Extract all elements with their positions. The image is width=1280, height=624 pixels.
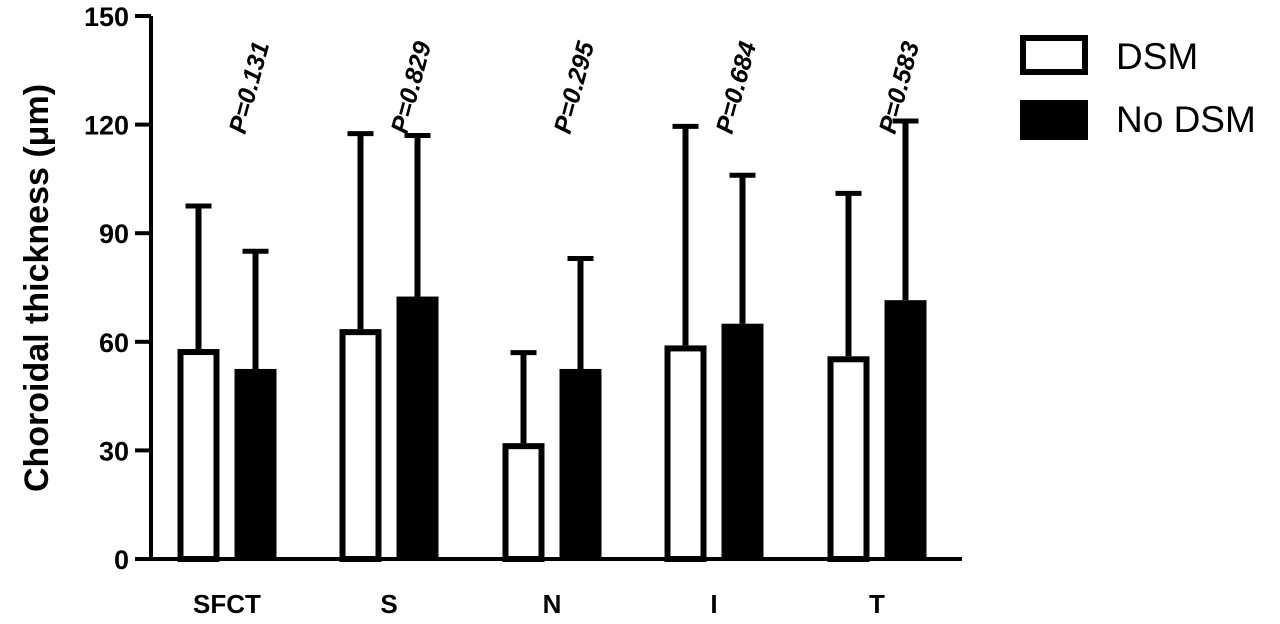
bar-no-dsm xyxy=(884,300,927,559)
y-tick-label: 30 xyxy=(99,436,129,466)
bar-dsm xyxy=(664,345,707,563)
y-axis-label: Choroidal thickness (μm) xyxy=(18,84,56,492)
legend-label-no-dsm: No DSM xyxy=(1116,99,1256,140)
bars-layer xyxy=(177,118,927,563)
y-tick-label: 60 xyxy=(99,328,129,358)
bar-no-dsm xyxy=(396,296,439,559)
x-tick-label: I xyxy=(710,589,717,619)
bar-dsm xyxy=(502,443,545,562)
axes-layer: 0 30 60 90 120 150 SFCT S N I T xyxy=(84,2,962,619)
x-tick-label: S xyxy=(380,589,397,619)
legend-swatch-dsm xyxy=(1020,35,1088,75)
legend: DSM No DSM xyxy=(1020,35,1256,140)
y-tick-label: 0 xyxy=(114,545,129,575)
legend-swatch-no-dsm xyxy=(1020,100,1088,140)
y-tick-label: 120 xyxy=(84,111,129,141)
bar-no-dsm xyxy=(559,368,602,559)
p-value-annotation: P=0.295 xyxy=(549,38,601,137)
x-tick-label: T xyxy=(869,589,885,619)
p-value-annotation: P=0.131 xyxy=(224,39,275,137)
annotation-layer: P=0.131 P=0.829 P=0.295 P=0.684 P=0.583 xyxy=(224,38,925,137)
bar-no-dsm xyxy=(234,368,277,559)
p-value-annotation: P=0.829 xyxy=(386,39,437,137)
x-tick-label: N xyxy=(543,589,562,619)
bar-dsm xyxy=(177,349,220,563)
p-value-annotation: P=0.684 xyxy=(711,39,762,137)
legend-label-dsm: DSM xyxy=(1116,36,1198,77)
bar-dsm xyxy=(339,329,382,562)
y-tick-label: 150 xyxy=(84,2,129,32)
bar-no-dsm xyxy=(721,323,764,559)
y-tick-label: 90 xyxy=(99,219,129,249)
x-tick-label: SFCT xyxy=(193,589,261,619)
bar-dsm xyxy=(827,356,870,562)
